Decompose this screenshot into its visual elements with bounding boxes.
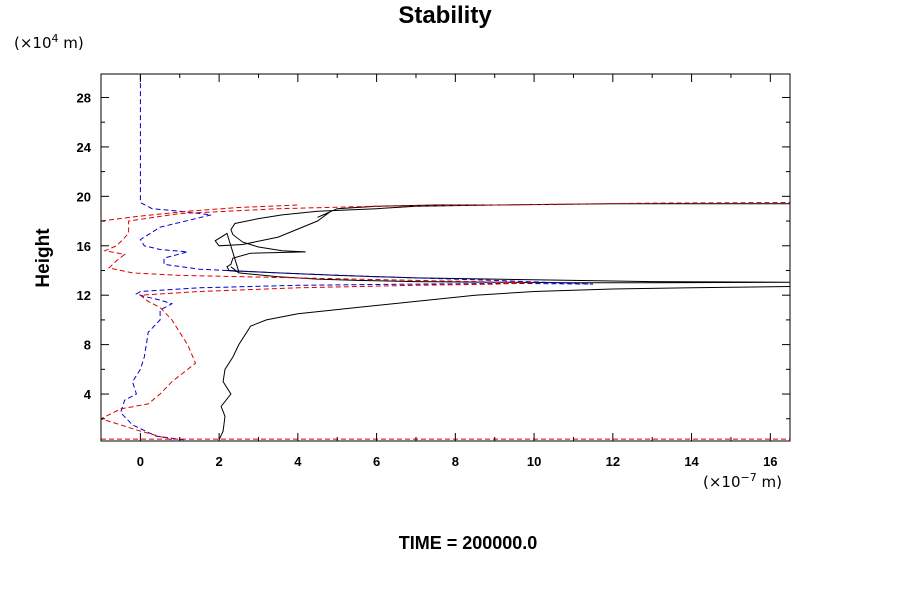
x-unit-exponent: −7: [741, 471, 757, 484]
x-tick-label: 4: [294, 454, 302, 469]
x-tick-label: 6: [373, 454, 380, 469]
series-line-red-dashed-left: [101, 204, 298, 222]
x-tick-label: 2: [215, 454, 222, 469]
y-tick-label: 24: [77, 140, 92, 155]
svg-text:(×104 m): (×104 m): [14, 32, 84, 52]
x-tick-label: 12: [606, 454, 620, 469]
x-unit-prefix: (×10: [703, 473, 741, 491]
series-line-solid-spike: [226, 266, 790, 284]
y-tick-label: 8: [84, 338, 91, 353]
plot-frame: [100, 73, 791, 442]
series-line-red-dashed: [101, 202, 790, 441]
time-label: TIME = 200000.0: [399, 533, 538, 553]
x-tick-label: 0: [137, 454, 144, 469]
svg-text:(×10−7 m): (×10−7 m): [703, 471, 782, 491]
x-tick-label: 14: [684, 454, 699, 469]
x-tick-label: 10: [527, 454, 541, 469]
x-unit-label: (×10−7 m): [703, 471, 782, 491]
series-line-blue-dashed: [120, 74, 594, 441]
y-tick-label: 16: [77, 239, 91, 254]
y-tick-label: 20: [77, 189, 91, 204]
y-tick-label: 28: [77, 90, 91, 105]
series-layer: [101, 74, 790, 441]
y-axis-label: Height: [33, 228, 54, 288]
series-line-solid: [218, 286, 790, 441]
y-unit-exponent: 4: [52, 32, 59, 45]
y-tick-label: 12: [77, 288, 91, 303]
y-unit-label: (×104 m): [14, 32, 84, 52]
x-tick-label: 8: [452, 454, 459, 469]
y-unit-prefix: (×10: [14, 34, 52, 52]
x-unit-suffix: m): [757, 473, 782, 491]
y-unit-suffix: m): [59, 34, 84, 52]
y-tick-label: 4: [84, 387, 92, 402]
chart-title: Stability: [398, 2, 492, 29]
series-line-solid-upper: [214, 203, 790, 273]
x-tick-label: 16: [763, 454, 777, 469]
